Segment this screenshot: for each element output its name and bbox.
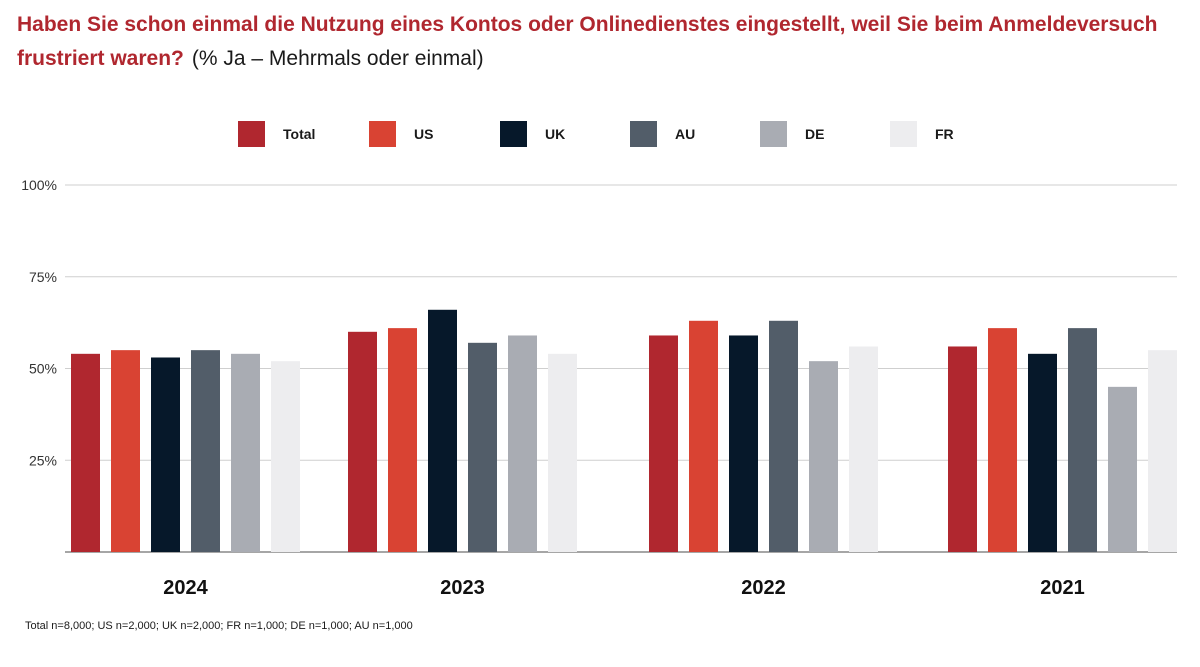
bar-uk-2024: UK 2024: 53% <box>151 357 180 552</box>
legend-swatch <box>890 121 917 147</box>
legend-item-fr: FR <box>890 121 954 147</box>
legend-label: UK <box>545 126 566 142</box>
legend-item-uk: UK <box>500 121 565 147</box>
bar-uk-2023: UK 2023: 66% <box>428 309 457 552</box>
x-tick-label-2023: 2023 <box>440 577 485 599</box>
bar-de-2024: DE 2024: 54% <box>231 353 260 552</box>
bar-de-2021: DE 2021: 45% <box>1108 386 1137 552</box>
y-tick-label: 50% <box>29 361 57 377</box>
legend-label: DE <box>805 126 825 142</box>
x-tick-label-2021: 2021 <box>1040 577 1085 599</box>
x-tick-label-2024: 2024 <box>163 577 208 599</box>
legend-swatch <box>630 121 657 147</box>
chart-title-main: Haben Sie schon einmal die Nutzung eines… <box>17 13 1158 70</box>
legend-swatch <box>369 121 396 147</box>
legend-item-us: US <box>369 121 433 147</box>
bar-total-2023: Total 2023: 60% <box>348 331 377 552</box>
legend-label: FR <box>935 126 954 142</box>
y-tick-label: 75% <box>29 269 57 285</box>
y-tick-label: 100% <box>21 177 57 193</box>
legend-swatch <box>760 121 787 147</box>
bar-au-2024: AU 2024: 55% <box>191 350 220 552</box>
bar-total-2022: Total 2022: 59% <box>649 335 678 552</box>
y-tick-label: 25% <box>29 452 57 468</box>
bar-us-2021: US 2021: 61% <box>988 328 1017 552</box>
bar-us-2024: US 2024: 55% <box>111 350 140 552</box>
bar-au-2023: AU 2023: 57% <box>468 342 497 552</box>
chart-title: Haben Sie schon einmal die Nutzung eines… <box>17 8 1187 76</box>
legend-swatch <box>238 121 265 147</box>
legend-swatch <box>500 121 527 147</box>
legend-item-au: AU <box>630 121 695 147</box>
bar-uk-2022: UK 2022: 59% <box>729 335 758 552</box>
legend-item-de: DE <box>760 121 824 147</box>
legend-label: AU <box>675 126 696 142</box>
bar-uk-2021: UK 2021: 54% <box>1028 353 1057 552</box>
bar-us-2023: US 2023: 61% <box>388 328 417 552</box>
bar-total-2021: Total 2021: 56% <box>948 346 977 552</box>
bar-us-2022: US 2022: 63% <box>689 320 718 552</box>
bar-au-2021: AU 2021: 61% <box>1068 328 1097 552</box>
sample-size-footnote: Total n=8,000; US n=2,000; UK n=2,000; F… <box>25 620 413 632</box>
legend-label: US <box>414 126 434 142</box>
bar-de-2022: DE 2022: 52% <box>809 361 838 552</box>
x-tick-label-2022: 2022 <box>741 577 786 599</box>
bar-fr-2022: FR 2022: 56% <box>849 346 878 552</box>
bar-au-2022: AU 2022: 63% <box>769 320 798 552</box>
bar-total-2024: Total 2024: 54% <box>71 353 100 552</box>
bar-fr-2021: FR 2021: 55% <box>1148 350 1177 552</box>
legend-item-total: Total <box>238 121 315 147</box>
chart-subtitle: (% Ja – Mehrmals oder einmal) <box>191 47 484 70</box>
bar-fr-2024: FR 2024: 52% <box>271 361 300 552</box>
legend-label: Total <box>283 126 316 142</box>
bar-de-2023: DE 2023: 59% <box>508 335 537 552</box>
bar-fr-2023: FR 2023: 54% <box>548 353 577 552</box>
